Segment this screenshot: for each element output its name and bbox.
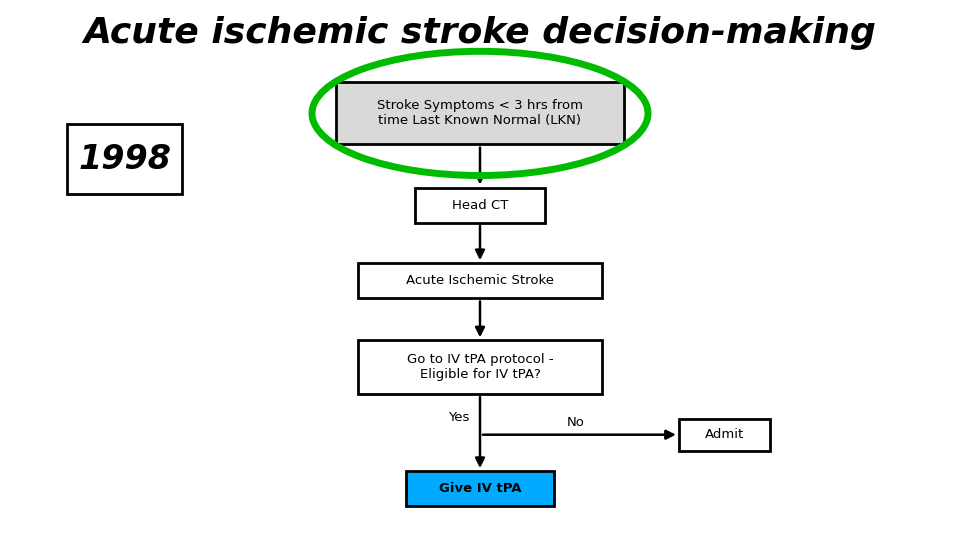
Text: Admit: Admit bbox=[706, 428, 744, 441]
Text: Acute Ischemic Stroke: Acute Ischemic Stroke bbox=[406, 274, 554, 287]
Text: No: No bbox=[567, 416, 585, 429]
Text: Acute ischemic stroke decision-making: Acute ischemic stroke decision-making bbox=[84, 16, 876, 50]
Text: Go to IV tPA protocol -
Eligible for IV tPA?: Go to IV tPA protocol - Eligible for IV … bbox=[407, 353, 553, 381]
Text: Yes: Yes bbox=[448, 411, 469, 424]
FancyBboxPatch shape bbox=[357, 340, 603, 394]
Text: Give IV tPA: Give IV tPA bbox=[439, 482, 521, 495]
FancyBboxPatch shape bbox=[67, 124, 182, 194]
Text: 1998: 1998 bbox=[79, 143, 171, 176]
Text: Head CT: Head CT bbox=[452, 199, 508, 212]
FancyBboxPatch shape bbox=[336, 82, 624, 144]
FancyBboxPatch shape bbox=[405, 471, 555, 507]
FancyBboxPatch shape bbox=[415, 187, 544, 222]
FancyBboxPatch shape bbox=[357, 263, 603, 298]
FancyBboxPatch shape bbox=[680, 418, 770, 451]
Text: Stroke Symptoms < 3 hrs from
time Last Known Normal (LKN): Stroke Symptoms < 3 hrs from time Last K… bbox=[377, 99, 583, 127]
